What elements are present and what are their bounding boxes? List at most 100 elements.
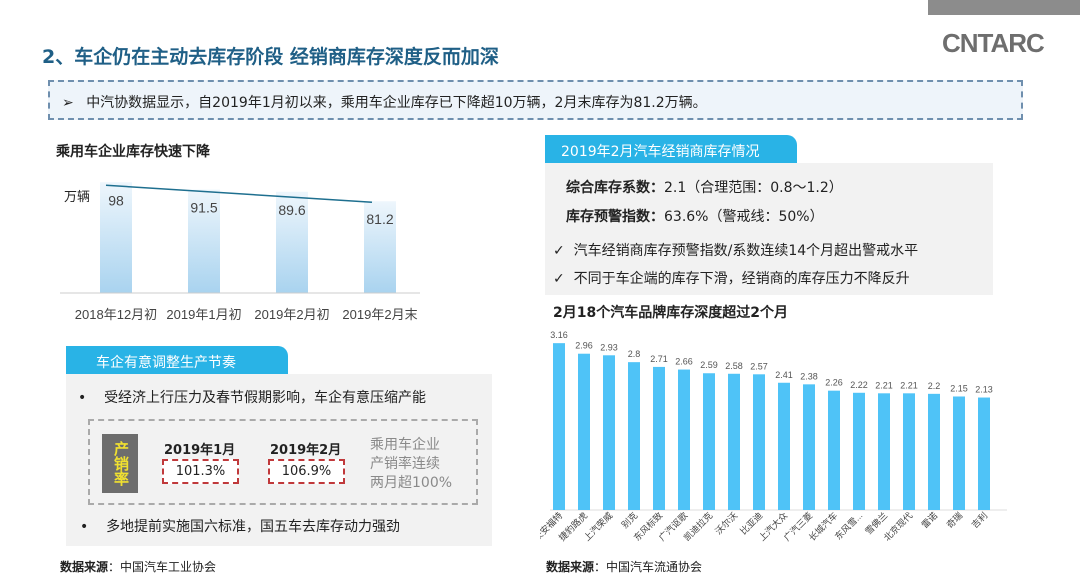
month-2-value: 106.9% xyxy=(268,459,345,484)
left-chart-title: 乘用车企业库存快速下降 xyxy=(56,144,210,160)
note-line: 产销率连续 xyxy=(370,456,440,472)
data-label: 2.38 xyxy=(800,371,818,381)
data-label: 2.71 xyxy=(650,354,668,364)
bar xyxy=(953,396,965,510)
dealer-panel xyxy=(545,163,993,295)
trend-line xyxy=(105,184,373,203)
source-label: 数据来源 xyxy=(60,560,109,574)
data-label: 2.15 xyxy=(950,383,968,393)
source-left: 数据来源：中国汽车工业协会 xyxy=(60,558,216,575)
bar xyxy=(828,390,840,510)
bullet-text: 多地提前实施国六标准，国五车去库存动力强劲 xyxy=(106,519,401,535)
data-label: 2.57 xyxy=(750,361,768,371)
bar xyxy=(853,392,865,510)
bar xyxy=(703,373,715,510)
data-label: 2.26 xyxy=(825,378,843,388)
bar xyxy=(678,369,690,510)
row-label: 库存预警指数： xyxy=(566,209,664,225)
logo: CNTARC xyxy=(942,28,1045,58)
check-icon: ✓ xyxy=(553,243,565,259)
data-label: 2.21 xyxy=(875,380,893,390)
bar xyxy=(753,374,765,510)
data-label: 91.5 xyxy=(190,200,217,216)
bar xyxy=(553,343,565,510)
data-label: 2.8 xyxy=(628,349,641,359)
dealer-check-2: ✓ 不同于车企端的库存下滑，经销商的库存压力不降反升 xyxy=(553,268,910,288)
right-bar-chart: 3.16长安福特2.96捷豹路虎2.93上汽荣威2.8别克2.71东风标致2.6… xyxy=(540,330,1007,543)
top-bar xyxy=(928,0,1080,15)
bar xyxy=(978,397,990,510)
data-label: 98 xyxy=(108,192,124,208)
row-label: 综合库存系数： xyxy=(566,180,664,196)
production-tab: 车企有意调整生产节奏 xyxy=(66,346,288,378)
bar xyxy=(803,384,815,510)
dealer-row-2: 库存预警指数：63.6%（警戒线：50%） xyxy=(566,206,824,226)
bar xyxy=(100,182,132,293)
left-bar-chart: 98 2018年12月初 91.5 2019年1月初 89.6 2019年2月初 81.2 2… xyxy=(60,182,420,322)
x-tick-label: 吉利 xyxy=(969,510,990,531)
bullet-text: 受经济上行压力及春节假期影响，车企有意压缩产能 xyxy=(104,390,427,406)
note-line: 乘用车企业 xyxy=(370,437,440,453)
bar xyxy=(878,393,890,510)
month-2-label: 2019年2月 xyxy=(270,443,342,458)
bar xyxy=(603,355,615,510)
data-label: 2.93 xyxy=(600,342,618,352)
data-label: 2.59 xyxy=(700,360,718,370)
bar xyxy=(364,201,396,293)
dealer-tab: 2019年2月汽车经销商库存情况 xyxy=(545,135,797,167)
x-tick-label: 东风雪... xyxy=(832,510,864,542)
data-label: 81.2 xyxy=(366,211,393,227)
production-note: 乘用车企业 产销率连续 两月超100% xyxy=(370,436,452,493)
month-1-value: 101.3% xyxy=(162,459,239,484)
row-value: 63.6%（警戒线：50%） xyxy=(664,209,824,225)
check-icon: ✓ xyxy=(553,271,565,287)
production-bullet-2: • 多地提前实施国六标准，国五车去库存动力强劲 xyxy=(80,519,401,535)
production-bullet-1: • 受经济上行压力及春节假期影响，车企有意压缩产能 xyxy=(78,390,427,406)
bar xyxy=(276,191,308,293)
right-chart-title: 2月18个汽车品牌库存深度超过2个月 xyxy=(553,305,788,321)
dealer-check-1: ✓ 汽车经销商库存预警指数/系数连续14个月超出警戒水平 xyxy=(553,240,918,260)
data-label: 3.16 xyxy=(550,330,568,340)
data-label: 2.58 xyxy=(725,361,743,371)
note-line: 两月超100% xyxy=(370,475,453,491)
row-value: 2.1（合理范围：0.8～1.2） xyxy=(664,180,843,196)
bar xyxy=(728,373,740,510)
source-text: ：中国汽车流通协会 xyxy=(594,560,703,574)
source-right: 数据来源：中国汽车流通协会 xyxy=(546,558,702,575)
summary-text: 中汽协数据显示，自2019年1月初以来，乘用车企业库存已下降超10万辆，2月末库… xyxy=(86,95,707,111)
data-label: 2.13 xyxy=(975,385,993,395)
x-tick-label: 沃尔沃 xyxy=(713,510,740,537)
x-tick-label: 别克 xyxy=(620,510,640,530)
check-text: 不同于车企端的库存下滑，经销商的库存压力不降反升 xyxy=(573,271,910,287)
bar xyxy=(653,366,665,510)
arrow-icon: ➢ xyxy=(62,95,74,111)
x-tick-label: 2018年12月初 xyxy=(75,307,157,322)
left-chart-unit: 万辆 xyxy=(64,190,91,205)
dealer-row-1: 综合库存系数：2.1（合理范围：0.8～1.2） xyxy=(566,177,843,197)
bar xyxy=(903,393,915,510)
x-tick-label: 雷诺 xyxy=(920,510,940,530)
data-label: 2.66 xyxy=(675,357,693,367)
summary-box: ➢ 中汽协数据显示，自2019年1月初以来，乘用车企业库存已下降超10万辆，2月… xyxy=(48,80,1023,120)
page-title: 2、车企仍在主动去库存阶段 经销商库存深度反而加深 xyxy=(42,46,499,68)
source-text: ：中国汽车工业协会 xyxy=(108,560,217,574)
data-label: 89.6 xyxy=(278,202,305,218)
data-label: 2.2 xyxy=(928,381,941,391)
check-text: 汽车经销商库存预警指数/系数连续14个月超出警戒水平 xyxy=(573,243,919,259)
data-label: 2.22 xyxy=(850,380,868,390)
bar xyxy=(628,362,640,510)
bar xyxy=(778,382,790,510)
source-label: 数据来源 xyxy=(546,560,595,574)
month-1-label: 2019年1月 xyxy=(164,443,236,458)
x-tick-label: 2019年2月初 xyxy=(254,307,329,322)
production-rate-box xyxy=(88,419,478,505)
data-label: 2.21 xyxy=(900,380,918,390)
production-rate-label: 产销率 xyxy=(102,434,138,493)
x-tick-label: 2019年1月初 xyxy=(166,307,241,322)
data-label: 2.41 xyxy=(775,370,793,380)
bar xyxy=(578,353,590,510)
bar xyxy=(928,393,940,510)
x-tick-label: 奇瑞 xyxy=(944,510,965,531)
data-label: 2.96 xyxy=(575,341,593,351)
bar xyxy=(188,189,220,293)
